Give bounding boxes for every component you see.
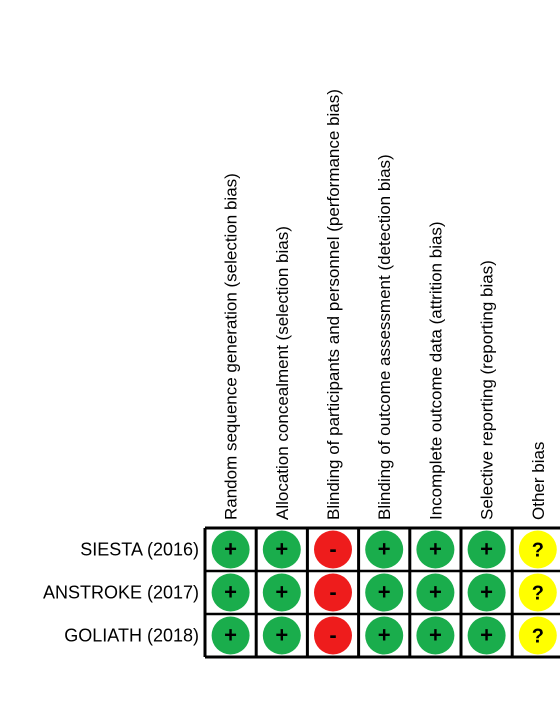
judgement-cells: + + - + + + ? + + - + + + ? + + - + + +? bbox=[211, 530, 557, 655]
judgement-symbol: ? bbox=[532, 583, 544, 605]
unclear-risk-mark bbox=[518, 573, 557, 612]
grid-lines bbox=[203, 526, 560, 659]
study-labels: SIESTA (2016) ANSTROKE (2017) GOLIATH (201… bbox=[43, 540, 199, 646]
domain-label: Allocation concealment (selection bias) bbox=[273, 226, 292, 520]
study-label: GOLIATH (2018) bbox=[64, 626, 199, 646]
judgement-symbol: + bbox=[275, 623, 288, 648]
high-risk-mark bbox=[314, 616, 352, 655]
judgement-symbol: - bbox=[329, 537, 336, 562]
judgement-symbol: + bbox=[480, 537, 493, 562]
judgement-symbol: + bbox=[480, 623, 493, 648]
low-risk-mark bbox=[365, 573, 404, 612]
judgement-symbol: + bbox=[275, 537, 288, 562]
low-risk-mark bbox=[467, 616, 506, 655]
judgement-symbol: + bbox=[378, 537, 391, 562]
study-label: SIESTA (2016) bbox=[80, 540, 199, 560]
low-risk-mark bbox=[211, 616, 250, 655]
low-risk-mark bbox=[416, 616, 455, 655]
judgement-symbol: ? bbox=[532, 540, 544, 562]
judgement-symbol: ? bbox=[532, 626, 544, 648]
high-risk-mark bbox=[314, 530, 352, 569]
domain-label: Blinding of outcome assessment (detectio… bbox=[375, 154, 394, 520]
domain-label: Other bias bbox=[529, 442, 548, 520]
low-risk-mark bbox=[211, 530, 250, 569]
domain-label: Incomplete outcome data (attrition bias) bbox=[426, 221, 445, 520]
low-risk-mark bbox=[416, 573, 455, 612]
judgement-symbol: + bbox=[275, 580, 288, 605]
domain-label: Random sequence generation (selection bi… bbox=[222, 173, 241, 520]
low-risk-mark bbox=[262, 530, 301, 569]
judgement-symbol: + bbox=[378, 623, 391, 648]
low-risk-mark bbox=[467, 530, 506, 569]
study-label: ANSTROKE (2017) bbox=[43, 583, 199, 603]
domain-label: Selective reporting (reporting bias) bbox=[478, 260, 497, 520]
low-risk-mark bbox=[262, 573, 301, 612]
unclear-risk-mark bbox=[518, 530, 557, 569]
low-risk-mark bbox=[262, 616, 301, 655]
domain-label: Blinding of participants and personnel (… bbox=[324, 89, 343, 520]
judgement-symbol: + bbox=[224, 537, 237, 562]
judgement-symbol: + bbox=[429, 580, 442, 605]
judgement-symbol: - bbox=[329, 580, 336, 605]
low-risk-mark bbox=[211, 573, 250, 612]
domain-labels: Random sequence generation (selection bi… bbox=[222, 89, 548, 520]
low-risk-mark bbox=[467, 573, 506, 612]
judgement-symbol: + bbox=[224, 580, 237, 605]
low-risk-mark bbox=[416, 530, 455, 569]
unclear-risk-mark bbox=[518, 616, 557, 655]
judgement-symbol: + bbox=[224, 623, 237, 648]
low-risk-mark bbox=[365, 530, 404, 569]
high-risk-mark bbox=[314, 573, 352, 612]
judgement-symbol: + bbox=[378, 580, 391, 605]
judgement-symbol: + bbox=[480, 580, 493, 605]
judgement-symbol: + bbox=[429, 623, 442, 648]
low-risk-mark bbox=[365, 616, 404, 655]
judgement-symbol: - bbox=[329, 623, 336, 648]
judgement-symbol: + bbox=[429, 537, 442, 562]
